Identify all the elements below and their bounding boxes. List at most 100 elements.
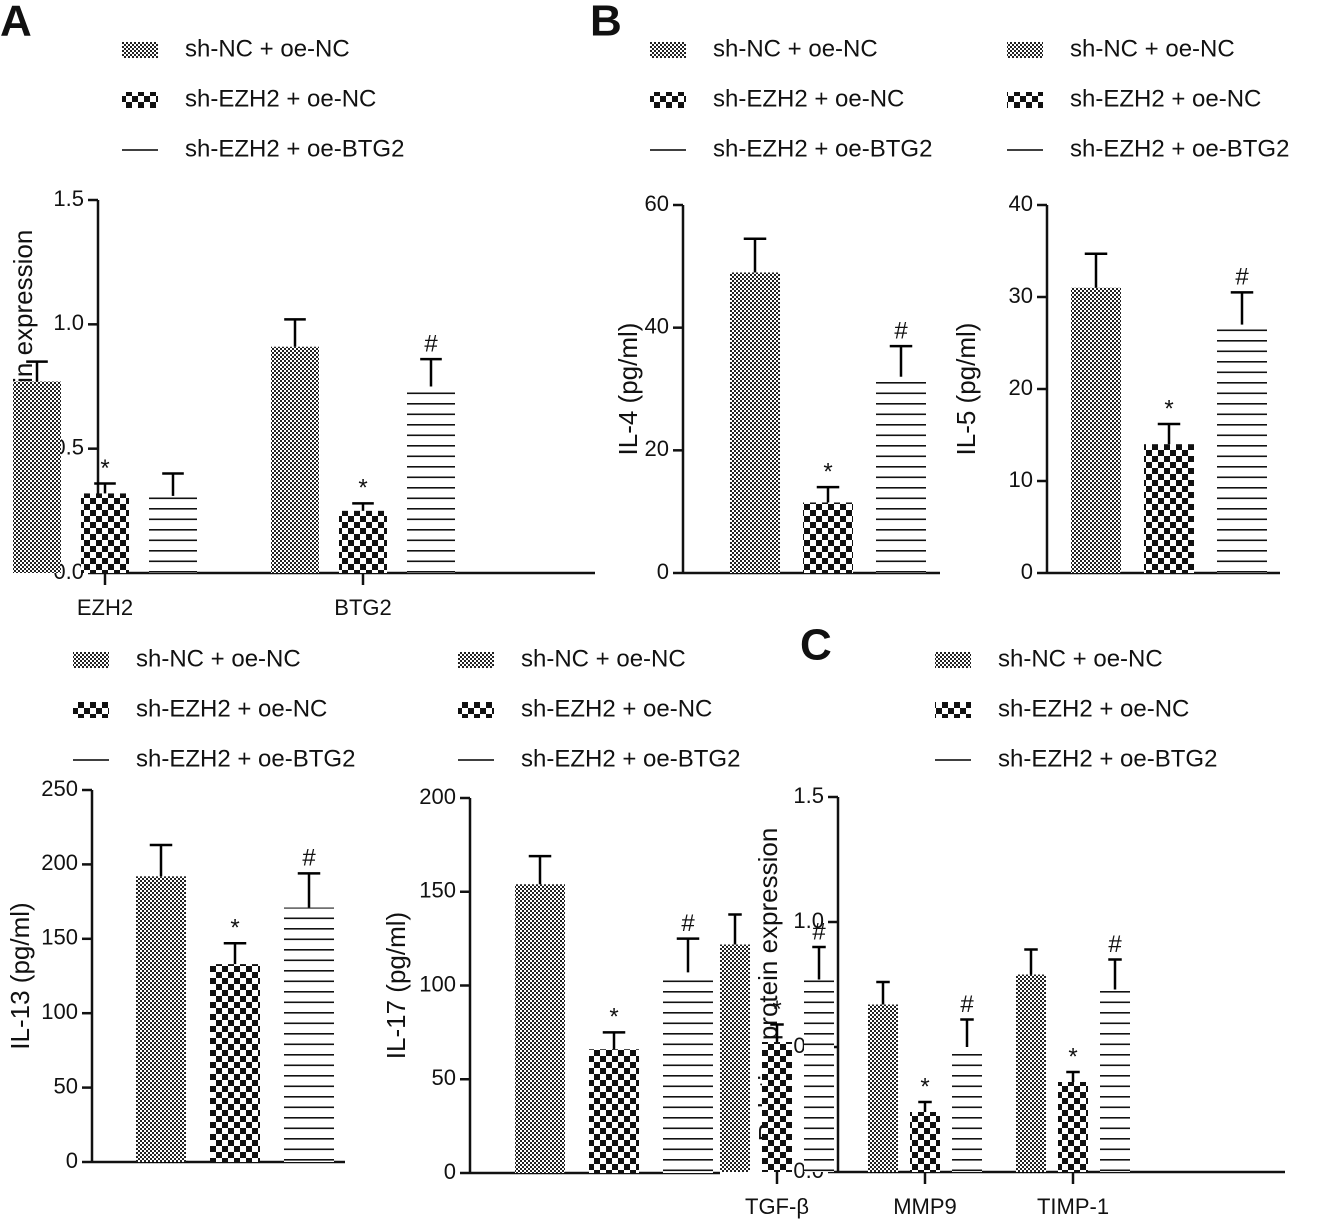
y-tick-label: 100 <box>419 971 456 996</box>
y-tick-label: 60 <box>645 191 669 216</box>
y-axis-label: IL-13 (pg/ml) <box>5 902 35 1049</box>
legend-label: sh-NC + oe-NC <box>521 645 686 672</box>
legend-swatch <box>122 42 158 58</box>
significance-marker: # <box>812 918 826 945</box>
significance-marker: * <box>230 915 239 942</box>
legend-swatch <box>1007 92 1043 108</box>
y-axis-label: IL-4 (pg/ml) <box>613 323 643 456</box>
bar <box>876 376 926 573</box>
legend-label: sh-EZH2 + oe-NC <box>713 85 904 112</box>
x-tick-label: TGF-β <box>745 1194 809 1219</box>
bar <box>1016 974 1046 1172</box>
legend-swatch <box>458 652 494 668</box>
legend-swatch <box>73 702 109 718</box>
y-tick-label: 20 <box>645 436 669 461</box>
bar <box>271 346 319 573</box>
bar <box>730 272 780 573</box>
legend-swatch <box>650 42 686 58</box>
significance-marker: * <box>1164 395 1173 422</box>
legend-label: sh-EZH2 + oe-NC <box>521 695 712 722</box>
significance-marker: # <box>681 910 695 937</box>
y-tick-label: 200 <box>41 850 78 875</box>
legend-label: sh-NC + oe-NC <box>185 35 350 62</box>
y-tick-label: 40 <box>1009 191 1033 216</box>
significance-marker: # <box>1108 931 1122 958</box>
bar <box>1144 444 1194 573</box>
legend-label: sh-NC + oe-NC <box>713 35 878 62</box>
y-axis-label: IL-17 (pg/ml) <box>381 912 411 1059</box>
bar <box>589 1049 639 1173</box>
legend-label: sh-EZH2 + oe-NC <box>185 85 376 112</box>
y-tick-label: 150 <box>419 878 456 903</box>
bar <box>804 979 834 1172</box>
bar <box>910 1112 940 1172</box>
bar <box>13 381 61 573</box>
y-tick-label: 1.5 <box>793 783 824 808</box>
legend-label: sh-EZH2 + oe-NC <box>998 695 1189 722</box>
bar <box>339 510 387 573</box>
bar <box>81 493 129 573</box>
y-tick-label: 20 <box>1009 375 1033 400</box>
x-tick-label: TIMP-1 <box>1037 1194 1109 1219</box>
bar <box>1058 1082 1088 1172</box>
y-tick-label: 40 <box>645 313 669 338</box>
y-tick-label: 30 <box>1009 283 1033 308</box>
x-tick-label: BTG2 <box>334 595 391 620</box>
x-tick-label: EZH2 <box>77 595 133 620</box>
x-tick-label: MMP9 <box>893 1194 957 1219</box>
significance-marker: * <box>920 1073 929 1100</box>
y-tick-label: 50 <box>432 1065 456 1090</box>
significance-marker: # <box>960 991 974 1018</box>
y-tick-label: 0 <box>444 1159 456 1184</box>
y-tick-label: 50 <box>54 1073 78 1098</box>
y-tick-label: 0 <box>657 559 669 584</box>
legend-label: sh-NC + oe-NC <box>998 645 1163 672</box>
bar <box>803 502 853 573</box>
y-tick-label: 1.0 <box>53 310 84 335</box>
bar <box>1100 989 1130 1172</box>
legend-swatch <box>73 652 109 668</box>
significance-marker: * <box>1068 1043 1077 1070</box>
bar <box>515 884 565 1173</box>
legend-swatch <box>122 92 158 108</box>
bar <box>663 972 713 1173</box>
significance-marker: # <box>1235 264 1249 291</box>
significance-marker: * <box>100 455 109 482</box>
y-tick-label: 100 <box>41 999 78 1024</box>
legend-label: sh-EZH2 + oe-BTG2 <box>185 135 404 162</box>
significance-marker: # <box>424 330 438 357</box>
panel-label: A <box>0 0 32 46</box>
legend-label: sh-EZH2 + oe-BTG2 <box>713 135 932 162</box>
legend-swatch <box>1007 42 1043 58</box>
y-tick-label: 1.0 <box>793 908 824 933</box>
bar <box>210 964 260 1162</box>
bar <box>868 1004 898 1172</box>
legend-label: sh-NC + oe-NC <box>1070 35 1235 62</box>
significance-marker: * <box>823 458 832 485</box>
y-tick-label: 250 <box>41 776 78 801</box>
legend-label: sh-EZH2 + oe-NC <box>136 695 327 722</box>
panel-label: C <box>800 621 832 670</box>
bar <box>407 386 455 573</box>
y-tick-label: 1.5 <box>53 186 84 211</box>
legend-label: sh-EZH2 + oe-BTG2 <box>136 745 355 772</box>
legend-swatch <box>650 92 686 108</box>
bar <box>762 1042 792 1172</box>
legend-swatch <box>935 652 971 668</box>
legend-label: sh-NC + oe-NC <box>136 645 301 672</box>
y-tick-label: 150 <box>41 925 78 950</box>
significance-marker: * <box>609 1004 618 1031</box>
y-tick-label: 0 <box>66 1148 78 1173</box>
y-axis-label: IL-5 (pg/ml) <box>951 323 981 456</box>
y-tick-label: 200 <box>419 784 456 809</box>
legend-swatch <box>458 702 494 718</box>
bar <box>136 876 186 1162</box>
y-tick-label: 0 <box>1021 559 1033 584</box>
significance-marker: * <box>772 996 781 1023</box>
bar <box>952 1047 982 1172</box>
bar <box>149 495 197 573</box>
significance-marker: # <box>894 317 908 344</box>
panel-label: B <box>590 0 622 46</box>
bar <box>1071 287 1121 573</box>
